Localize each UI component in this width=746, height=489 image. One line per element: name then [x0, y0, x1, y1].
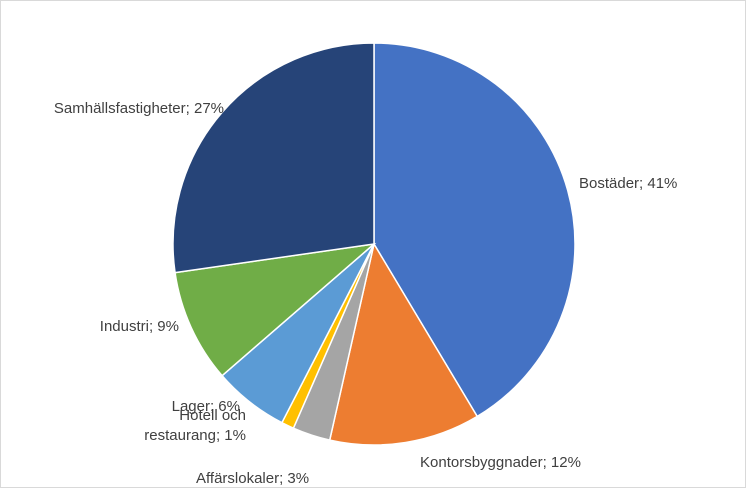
data-label-bostader: Bostäder; 41% [579, 175, 677, 192]
pie-slice-industri [174, 242, 377, 377]
data-label-affarslokaler: Affärslokaler; 3% [196, 470, 309, 487]
data-label-kontorsbyggnader: Kontorsbyggnader; 12% [420, 454, 581, 471]
data-label-hotell-och-restaurang: Hotell och restaurang; 1% [144, 407, 246, 444]
data-label-industri: Industri; 9% [100, 318, 179, 335]
pie-slice-kontorsbyggnader [328, 242, 479, 446]
data-label-samhallsfastigheter: Samhällsfastigheter; 27% [54, 100, 224, 117]
pie-slice-samhallsfastigheter [172, 42, 375, 274]
pie-slice-bostader [373, 42, 576, 418]
data-label-lager: Lager; 6% [172, 398, 240, 415]
